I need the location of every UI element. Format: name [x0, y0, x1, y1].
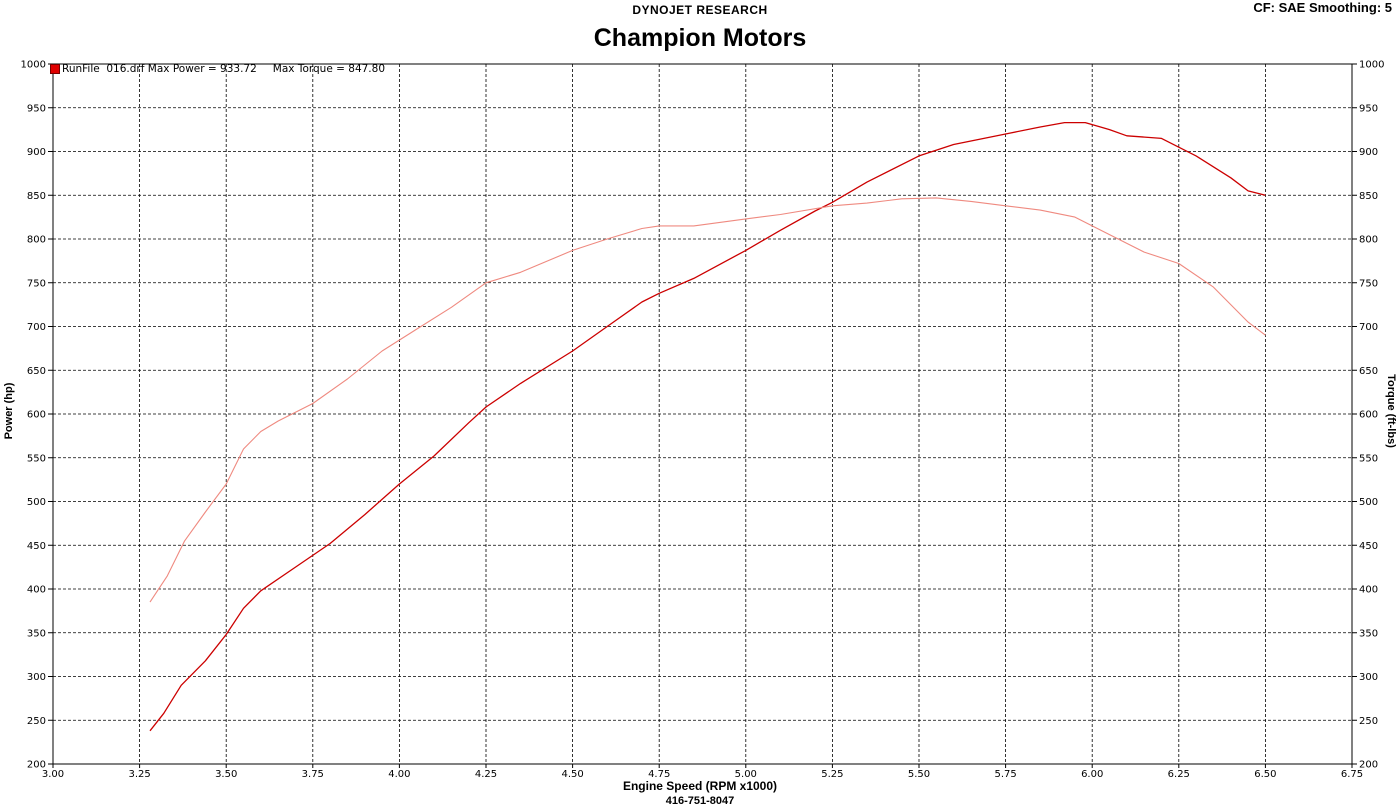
x-tick-label: 4.50	[561, 769, 583, 780]
y-tick-label-left: 450	[27, 541, 46, 552]
x-tick-label: 6.50	[1254, 769, 1276, 780]
y-tick-label-right: 550	[1359, 453, 1378, 464]
y-axis-label-left: Power (hp)	[3, 382, 15, 440]
y-tick-label-right: 950	[1359, 103, 1378, 114]
y-tick-label-left: 1000	[21, 60, 46, 71]
y-tick-label-left: 900	[27, 147, 46, 158]
legend-max-torque: Max Torque = 847.80	[272, 63, 386, 75]
footer-phone: 416-751-8047	[665, 795, 735, 807]
legend-run-file: RunFile 016.drf Max Power = 933.72	[62, 63, 257, 75]
plot-area-border	[52, 63, 1353, 765]
y-tick-label-left: 500	[27, 497, 46, 508]
x-tick-label: 4.75	[648, 769, 670, 780]
y-tick-label-left: 600	[27, 410, 46, 421]
legend: RunFile 016.drf Max Power = 933.72 Max T…	[50, 63, 385, 75]
y-tick-label-right: 750	[1359, 278, 1378, 289]
y-tick-label-left: 750	[27, 278, 46, 289]
x-tick-label: 6.25	[1168, 769, 1190, 780]
y-tick-label-right: 800	[1359, 235, 1378, 246]
y-tick-label-right: 900	[1359, 147, 1378, 158]
y-tick-label-left: 200	[27, 760, 46, 771]
y-tick-label-right: 300	[1359, 672, 1378, 683]
y-tick-label-left: 300	[27, 672, 46, 683]
brand-text: DYNOJET RESEARCH	[632, 3, 768, 17]
y-tick-label-left: 550	[27, 453, 46, 464]
y-tick-label-right: 250	[1359, 716, 1378, 727]
y-tick-label-left: 650	[27, 366, 46, 377]
x-tick-label: 6.75	[1341, 769, 1363, 780]
x-tick-label: 5.50	[908, 769, 930, 780]
y-tick-label-right: 450	[1359, 541, 1378, 552]
y-tick-label-right: 850	[1359, 191, 1378, 202]
settings-text: CF: SAE Smoothing: 5	[1253, 0, 1392, 15]
torque-series-line	[149, 197, 1266, 603]
x-tick-label: 6.00	[1081, 769, 1103, 780]
x-tick-label: 3.25	[128, 769, 150, 780]
y-tick-label-left: 400	[27, 585, 46, 596]
chart-title: Champion Motors	[593, 24, 807, 52]
y-tick-label-right: 350	[1359, 628, 1378, 639]
legend-swatch-icon	[50, 64, 60, 74]
y-tick-label-right: 200	[1359, 760, 1378, 771]
y-axis-label-right: Torque (ft-lbs)	[1385, 374, 1397, 448]
x-tick-label: 4.00	[388, 769, 410, 780]
y-tick-label-left: 700	[27, 322, 46, 333]
y-tick-label-right: 600	[1359, 410, 1378, 421]
power-series-line	[149, 121, 1266, 732]
y-tick-label-right: 1000	[1359, 60, 1384, 71]
y-tick-label-left: 350	[27, 628, 46, 639]
x-axis-label: Engine Speed (RPM x1000)	[622, 779, 778, 793]
y-tick-label-right: 650	[1359, 366, 1378, 377]
x-tick-label: 5.25	[821, 769, 843, 780]
x-tick-label: 3.75	[302, 769, 324, 780]
y-tick-label-right: 500	[1359, 497, 1378, 508]
y-tick-label-left: 950	[27, 103, 46, 114]
y-tick-label-right: 400	[1359, 585, 1378, 596]
y-tick-label-right: 700	[1359, 322, 1378, 333]
y-tick-label-left: 250	[27, 716, 46, 727]
x-tick-label: 4.25	[475, 769, 497, 780]
y-tick-label-left: 850	[27, 191, 46, 202]
x-tick-label: 5.75	[994, 769, 1016, 780]
y-tick-label-left: 800	[27, 235, 46, 246]
x-tick-label: 5.00	[735, 769, 757, 780]
x-tick-label: 3.50	[215, 769, 237, 780]
x-tick-label: 3.00	[42, 769, 64, 780]
